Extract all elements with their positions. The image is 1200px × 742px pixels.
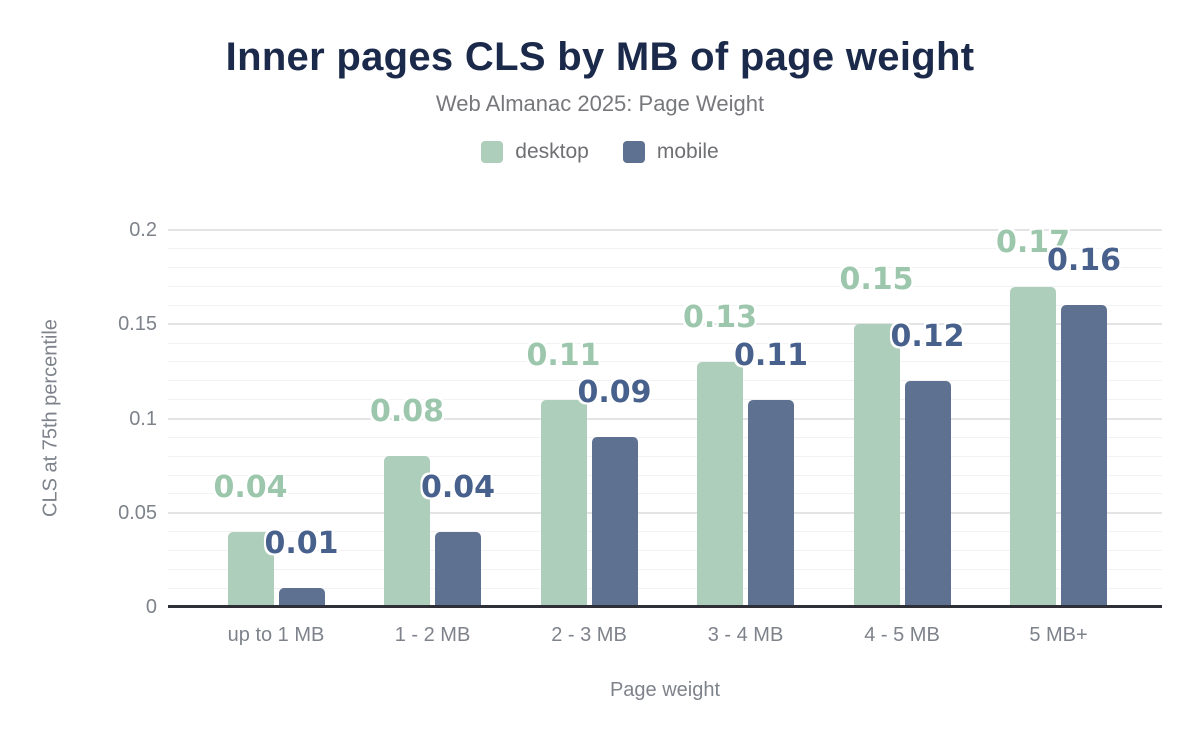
legend-label-mobile: mobile [656,140,719,163]
bar-desktop-2-3-mb[interactable] [540,399,587,607]
bar-desktop-3-4-mb[interactable] [697,361,743,607]
y-tick-0: 0 [145,596,157,618]
legend: desktop mobile [0,140,1200,164]
gridline-0.19 [168,248,1162,250]
legend-item-mobile[interactable]: mobile [622,140,719,164]
value-label-desktop-up-to-1-mb: 0.04 [213,469,288,505]
value-label-desktop-1-2-mb: 0.08 [369,394,445,430]
x-tick-1-2-mb: 1 - 2 MB [394,624,471,646]
x-tick-4-5-mb: 4 - 5 MB [864,624,940,646]
bar-desktop-1-2-mb[interactable] [384,456,430,607]
value-label-desktop-3-4-mb: 0.13 [682,299,758,335]
gridline-0.15 [168,323,1162,326]
bar-mobile-2-3-mb[interactable] [591,437,638,607]
gridline-0.03 [168,549,1162,551]
gridline-0.06 [168,493,1162,495]
gridline-0.05 [168,511,1162,514]
y-tick-0.1: 0.1 [129,407,157,430]
gridline-0.14 [168,342,1162,344]
value-label-desktop-2-3-mb: 0.11 [526,337,601,373]
gridline-0.10 [168,417,1162,420]
gridline-0.11 [168,399,1162,401]
gridline-0.01 [168,587,1162,589]
plot-area: 0.04 0.08 0.11 0.13 0.15 0.17 0.01 0.04 0.09 0.11… [168,224,1162,607]
gridline-0.02 [168,568,1162,570]
gridline-0.12 [168,380,1162,382]
x-axis-line [168,605,1162,608]
bar-mobile-up-to-1-mb[interactable] [278,588,325,607]
legend-swatch-desktop [481,141,504,163]
x-axis-title: Page weight [609,679,721,701]
x-tick-up-to-1-mb: up to 1 MB [227,624,325,646]
bar-desktop-5-mb[interactable] [1010,286,1056,607]
value-label-desktop-4-5-mb: 0.15 [839,262,914,298]
gridline-0.17 [168,286,1162,288]
gridline-0.08 [168,455,1162,457]
gridline-0.18 [168,267,1162,269]
bar-desktop-up-to-1-mb[interactable] [227,531,274,607]
bar-mobile-3-4-mb[interactable] [748,399,794,607]
legend-item-desktop[interactable]: desktop [481,140,589,164]
bar-mobile-4-5-mb[interactable] [904,380,951,607]
value-label-mobile-2-3-mb: 0.09 [577,375,652,411]
legend-label-desktop: desktop [515,140,589,163]
value-label-mobile-4-5-mb: 0.12 [890,318,965,354]
chart-title: Inner pages CLS by MB of page weight [225,35,975,79]
gridline-0.13 [168,361,1162,363]
legend-swatch-mobile [622,141,645,163]
value-label-mobile-3-4-mb: 0.11 [733,337,809,373]
chart-subtitle: Web Almanac 2025: Page Weight [435,91,765,116]
gridline-0.04 [168,531,1162,533]
x-tick-3-4-mb: 3 - 4 MB [707,624,784,646]
x-tick-2-3-mb: 2 - 3 MB [551,624,627,646]
value-label-mobile-1-2-mb: 0.04 [420,469,496,505]
bar-desktop-4-5-mb[interactable] [853,324,900,607]
value-label-mobile-5-mb: 0.16 [1046,243,1122,279]
bar-mobile-1-2-mb[interactable] [435,531,481,607]
gridline-0.20 [168,229,1162,231]
gridline-0.09 [168,436,1162,438]
y-tick-0.2: 0.2 [129,219,157,241]
gridline-0.07 [168,474,1162,476]
bar-mobile-5-mb[interactable] [1061,305,1107,607]
y-tick-0.05: 0.05 [118,501,157,524]
y-tick-0.15: 0.15 [118,313,157,336]
value-label-desktop-5-mb: 0.17 [995,224,1071,260]
value-label-mobile-up-to-1-mb: 0.01 [264,526,339,562]
gridline-0.16 [168,304,1162,306]
x-tick-5-mb: 5 MB+ [1029,624,1088,646]
